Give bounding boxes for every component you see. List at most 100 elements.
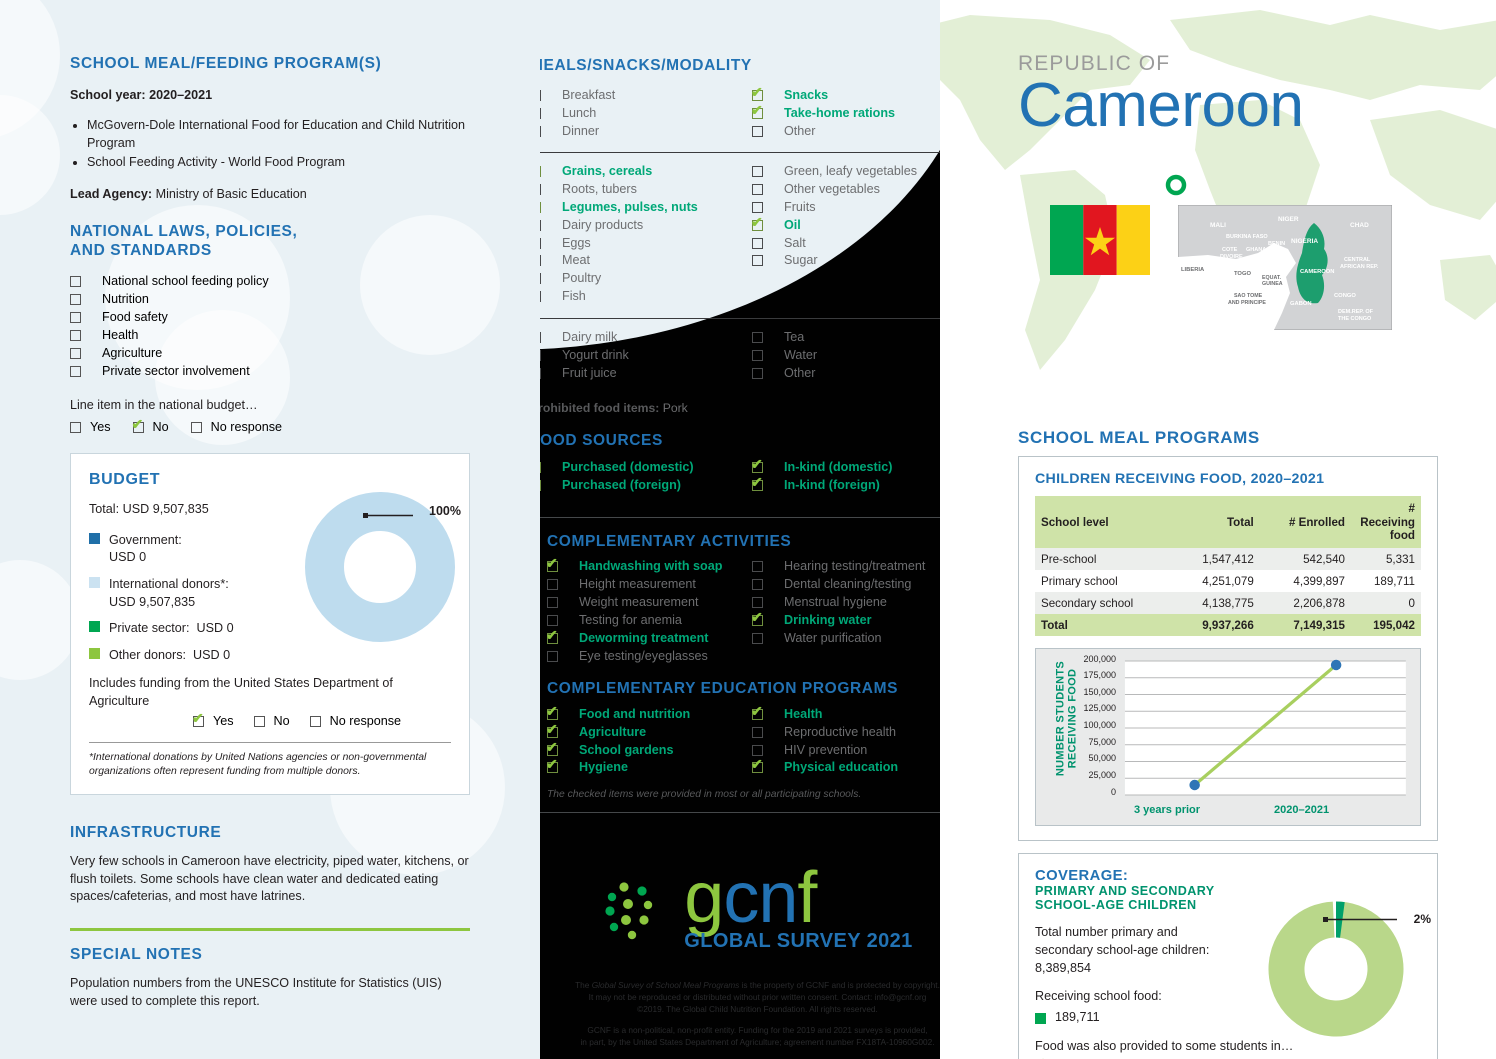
checkbox-icon[interactable]: [547, 650, 558, 662]
food-row[interactable]: Sugar: [752, 252, 917, 270]
education-row[interactable]: Reproductive health: [752, 724, 898, 742]
checkbox-icon[interactable]: [70, 312, 81, 323]
food-row[interactable]: Salt: [752, 235, 917, 253]
checkbox-icon[interactable]: [752, 561, 763, 573]
law-row[interactable]: Agriculture: [70, 345, 470, 363]
checkbox-icon[interactable]: [70, 276, 81, 288]
activity-row[interactable]: Eye testing/eyeglasses: [547, 648, 752, 666]
food-row[interactable]: Dairy products: [530, 217, 752, 235]
checkbox-checked-icon[interactable]: [546, 722, 558, 738]
activity-row[interactable]: Hearing testing/treatment: [752, 558, 925, 576]
food-row[interactable]: Roots, tubers: [530, 181, 752, 199]
law-row[interactable]: National school feeding policy: [70, 273, 470, 291]
education-row[interactable]: HIV prevention: [752, 742, 898, 760]
drink-row[interactable]: Water: [752, 347, 817, 365]
food-source-row[interactable]: In-kind (domestic): [751, 457, 892, 477]
checkbox-checked-icon[interactable]: [751, 457, 763, 473]
drink-row[interactable]: Tea: [752, 329, 817, 347]
activity-row[interactable]: Drinking water: [751, 610, 925, 630]
checkbox-checked-icon[interactable]: [751, 85, 763, 102]
checkbox-checked-icon[interactable]: [546, 757, 558, 774]
checkbox-checked-icon[interactable]: [546, 628, 558, 644]
checkbox-checked-icon[interactable]: [132, 417, 144, 434]
line-item-no-response[interactable]: No response: [190, 419, 282, 437]
line-item-no[interactable]: No: [132, 417, 169, 437]
checkbox-icon[interactable]: [752, 201, 763, 213]
modality-row[interactable]: Lunch: [530, 105, 752, 123]
checkbox-checked-icon[interactable]: [546, 704, 558, 720]
food-row[interactable]: Legumes, pulses, nuts: [529, 197, 752, 217]
modality-row[interactable]: Breakfast: [530, 87, 752, 105]
line-item-yes[interactable]: Yes: [70, 419, 111, 437]
food-row[interactable]: Green, leafy vegetables: [752, 163, 917, 181]
checkbox-icon[interactable]: [70, 329, 81, 341]
food-row[interactable]: Poultry: [530, 270, 752, 288]
food-row[interactable]: Eggs: [530, 235, 752, 253]
usda-no-response[interactable]: No response: [309, 713, 401, 731]
checkbox-checked-icon[interactable]: [751, 704, 763, 720]
checkbox-icon[interactable]: [253, 715, 265, 727]
food-row[interactable]: Meat: [530, 252, 752, 270]
checkbox-icon[interactable]: [752, 632, 763, 644]
checkbox-icon[interactable]: [752, 166, 763, 177]
modality-row[interactable]: Other: [752, 123, 895, 141]
checkbox-checked-icon[interactable]: [192, 711, 204, 727]
checkbox-icon[interactable]: [547, 614, 558, 626]
education-row[interactable]: Physical education: [751, 757, 898, 777]
checkbox-icon[interactable]: [752, 349, 763, 361]
checkbox-icon[interactable]: [752, 237, 763, 249]
checkbox-checked-icon[interactable]: [546, 556, 558, 573]
food-source-row[interactable]: In-kind (foreign): [751, 475, 892, 495]
checkbox-icon[interactable]: [70, 365, 81, 377]
checkbox-checked-icon[interactable]: [751, 475, 763, 491]
checkbox-icon[interactable]: [70, 422, 81, 434]
checkbox-icon[interactable]: [547, 579, 558, 590]
food-source-row[interactable]: Purchased (domestic): [529, 457, 752, 477]
modality-row[interactable]: Snacks: [751, 85, 895, 105]
checkbox-icon[interactable]: [70, 294, 81, 306]
checkbox-checked-icon[interactable]: [546, 740, 558, 756]
law-row[interactable]: Private sector involvement: [70, 363, 470, 381]
activity-row[interactable]: Testing for anemia: [547, 612, 752, 630]
education-row[interactable]: Agriculture: [546, 722, 752, 742]
food-row[interactable]: Grains, cereals: [529, 161, 752, 181]
checkbox-icon[interactable]: [752, 126, 763, 138]
modality-row[interactable]: Dinner: [530, 123, 752, 141]
activity-row[interactable]: Menstrual hygiene: [752, 594, 925, 612]
activity-row[interactable]: Deworming treatment: [546, 628, 752, 648]
checkbox-icon[interactable]: [309, 715, 321, 727]
food-row[interactable]: Other vegetables: [752, 181, 917, 199]
checkbox-checked-icon[interactable]: [751, 757, 763, 774]
food-source-row[interactable]: Purchased (foreign): [529, 475, 752, 495]
education-row[interactable]: Food and nutrition: [546, 704, 752, 724]
drink-row[interactable]: Other: [752, 365, 817, 383]
law-row[interactable]: Health: [70, 327, 470, 345]
activity-row[interactable]: Handwashing with soap: [546, 556, 752, 576]
activity-row[interactable]: Weight measurement: [547, 594, 752, 612]
checkbox-icon[interactable]: [752, 255, 763, 267]
checkbox-checked-icon[interactable]: [751, 610, 763, 626]
law-row[interactable]: Food safety: [70, 309, 470, 327]
food-row[interactable]: Oil: [751, 215, 917, 235]
education-row[interactable]: Health: [751, 704, 898, 724]
checkbox-icon[interactable]: [70, 347, 81, 359]
usda-no[interactable]: No: [253, 713, 290, 731]
checkbox-icon[interactable]: [190, 422, 202, 434]
law-row[interactable]: Nutrition: [70, 291, 470, 309]
drink-row[interactable]: Fruit juice: [530, 365, 752, 383]
checkbox-icon[interactable]: [752, 332, 763, 343]
activity-row[interactable]: Height measurement: [547, 576, 752, 594]
checkbox-icon[interactable]: [752, 596, 763, 608]
education-row[interactable]: Hygiene: [546, 757, 752, 777]
food-row[interactable]: Fruits: [752, 199, 917, 217]
checkbox-icon[interactable]: [547, 596, 558, 608]
checkbox-icon[interactable]: [752, 367, 763, 379]
drink-row[interactable]: Dairy milk: [530, 329, 752, 347]
education-row[interactable]: School gardens: [546, 740, 752, 760]
activity-row[interactable]: Dental cleaning/testing: [752, 576, 925, 594]
option-pre-schools[interactable]: Pre-schools: [1034, 1056, 1190, 1059]
modality-row[interactable]: Take-home rations: [751, 103, 895, 123]
activity-row[interactable]: Water purification: [752, 630, 925, 648]
checkbox-icon[interactable]: [752, 726, 763, 738]
checkbox-checked-icon[interactable]: [751, 215, 763, 231]
